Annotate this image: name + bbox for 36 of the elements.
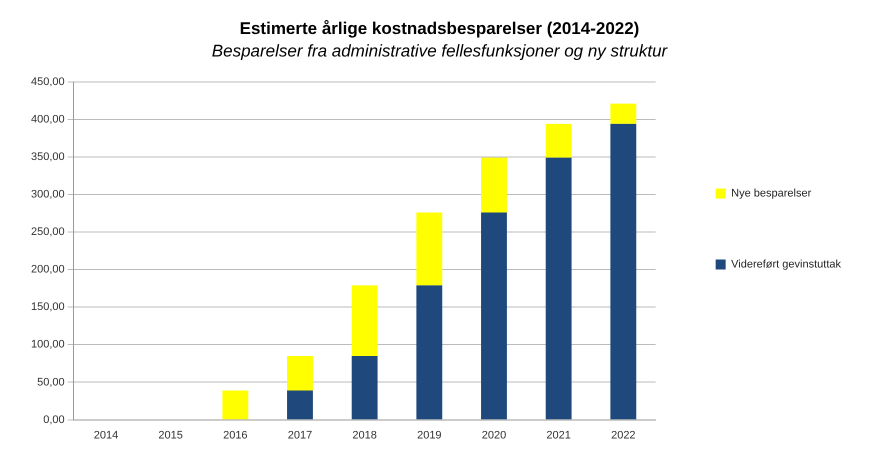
- y-tick-label: 100,00: [30, 338, 65, 351]
- bar: [546, 124, 572, 158]
- y-tick-label: 50,00: [37, 376, 65, 388]
- bar: [481, 212, 507, 420]
- y-tick-label: 250,00: [30, 226, 65, 238]
- legend-label: Videreført gevinstuttak: [731, 258, 842, 271]
- x-tick-label: 2021: [546, 429, 571, 442]
- x-tick-label: 2014: [94, 429, 118, 442]
- legend-label: Nye besparelser: [731, 188, 812, 200]
- y-tick-label: 350,00: [30, 150, 65, 163]
- y-tick-label: 450,00: [30, 76, 65, 88]
- bar: [546, 158, 572, 420]
- x-tick-label: 2015: [158, 429, 183, 442]
- bar: [416, 212, 442, 286]
- y-tick-label: 400,00: [30, 113, 65, 126]
- bar: [352, 356, 378, 420]
- chart-title: Estimerte årlige kostnadsbesparelser (2014-2022): [240, 18, 640, 38]
- bar: [416, 285, 442, 420]
- x-tick-label: 2016: [223, 429, 248, 442]
- x-tick-label: 2018: [352, 429, 377, 442]
- bar: [287, 356, 313, 391]
- bar: [610, 124, 636, 420]
- x-tick-label: 2017: [288, 429, 312, 442]
- x-tick-label: 2022: [611, 429, 636, 442]
- y-tick-label: 200,00: [30, 264, 65, 276]
- x-tick-label: 2019: [417, 429, 442, 442]
- bar: [610, 104, 636, 124]
- bar: [287, 390, 313, 420]
- y-tick-label: 150,00: [30, 301, 65, 314]
- y-tick-label: 0,00: [43, 414, 65, 426]
- bar: [352, 285, 378, 356]
- bar: [222, 390, 248, 420]
- x-tick-label: 2020: [482, 429, 506, 442]
- bar: [481, 158, 507, 212]
- chart-subtitle: Besparelser fra administrative fellesfunksjoner og ny struktur: [212, 41, 669, 60]
- y-tick-label: 300,00: [30, 188, 65, 200]
